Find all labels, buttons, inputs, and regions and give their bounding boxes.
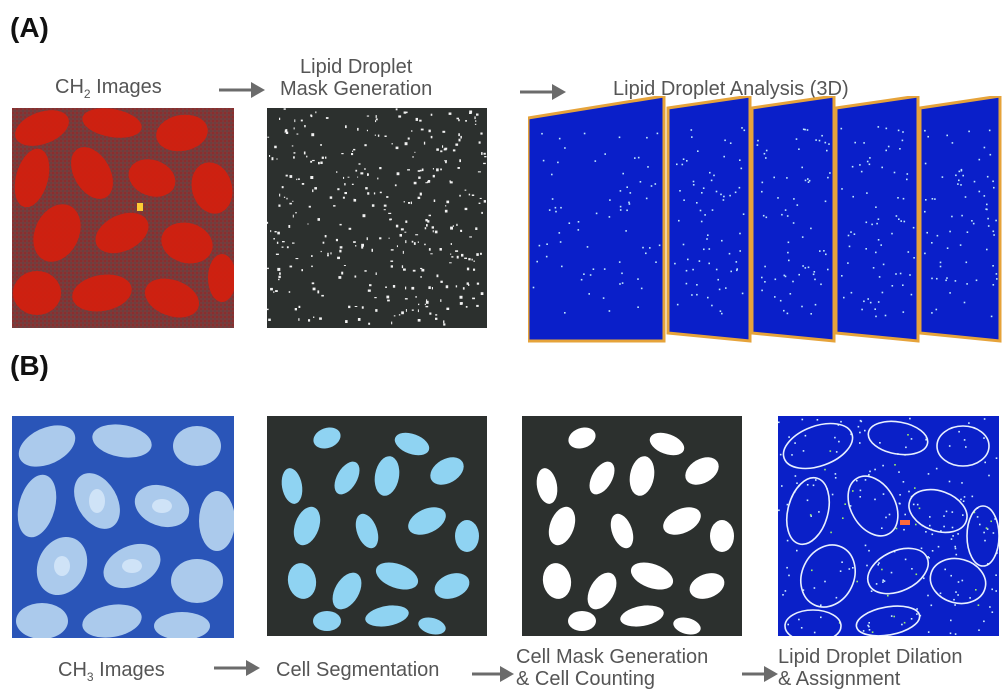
lipid-droplet-mask-image [267,108,487,328]
analysis-3d-caption: Lipid Droplet Analysis (3D) [613,78,849,100]
mask-generation-caption: Lipid Droplet Mask Generation [280,56,433,100]
arrow-icon [742,666,778,682]
arrow-icon [520,84,566,100]
arrow-icon [214,660,260,676]
arrow-icon [219,82,265,98]
arrow-icon [472,666,514,682]
cell-mask-generation-caption: Cell Mask Generation & Cell Counting [516,646,709,690]
panel-b-label: (B) [10,350,49,381]
cell-mask-image [522,416,742,636]
cell-segmentation-image [267,416,487,636]
ch2-images-caption: CH2 Images [55,76,162,101]
cell-segmentation-caption: Cell Segmentation [276,659,440,681]
lipid-droplet-dilation-image [778,416,999,636]
lipid-droplet-dilation-caption: Lipid Droplet Dilation & Assignment [778,646,963,690]
ch3-images-caption: CH3 Images [58,659,165,684]
ch3-image [12,416,234,638]
lipid-droplet-analysis-3d [528,96,1003,346]
ch2-image [12,108,234,328]
panel-a-label: (A) [10,12,49,43]
